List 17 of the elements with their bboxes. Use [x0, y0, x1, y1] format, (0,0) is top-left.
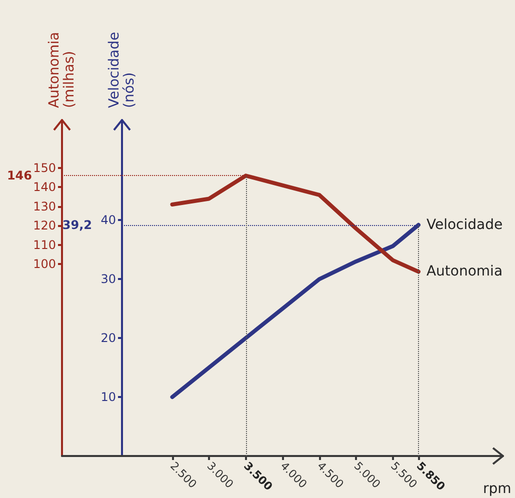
y-axis-title: Autonomia (milhas) — [46, 32, 78, 108]
y2-tick-label: 20 — [100, 331, 116, 346]
y2-axis-title: Velocidade (nós) — [106, 32, 138, 108]
y-tick-label: 100 — [33, 257, 56, 271]
y-tick-label: 150 — [33, 161, 56, 175]
series-label: Autonomia — [426, 264, 503, 280]
y-tick-label: 130 — [33, 199, 56, 214]
x-axis-title: rpm — [483, 481, 512, 497]
y2-tick-label: 10 — [100, 390, 116, 404]
y-tick-label: 140 — [33, 180, 56, 194]
ref-line-label: 146 — [6, 168, 32, 183]
y-tick-label: 120 — [33, 218, 56, 233]
y2-tick-label: 30 — [100, 272, 116, 286]
y-tick-label: 110 — [33, 238, 56, 252]
series-label: Velocidade — [426, 216, 503, 233]
ref-line-label: 39,2 — [62, 218, 92, 232]
y2-tick-label: 40 — [100, 213, 116, 228]
